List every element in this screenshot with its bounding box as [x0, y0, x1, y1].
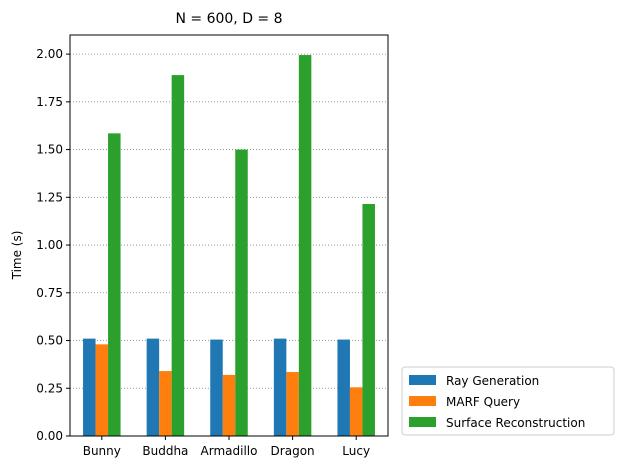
x-tick-label: Dragon	[271, 444, 315, 458]
legend-label: Surface Reconstruction	[446, 416, 585, 430]
y-tick-label: 1.50	[36, 143, 63, 157]
plot-frame	[69, 34, 389, 437]
bar-surface-reconstruction	[362, 203, 375, 436]
bar-ray-generation	[273, 338, 287, 436]
legend-swatch	[409, 417, 436, 427]
y-tick-label: 0.75	[36, 286, 63, 300]
x-tick-label: Buddha	[142, 444, 188, 458]
bar-surface-reconstruction	[235, 149, 248, 437]
y-tick-label: 1.00	[36, 238, 63, 252]
legend-label: MARF Query	[446, 395, 520, 409]
bar-marf-query	[95, 344, 109, 436]
legend-swatch	[409, 375, 436, 385]
legend-box	[401, 366, 615, 436]
bar-marf-query	[349, 387, 363, 436]
y-tick-label: 0.25	[36, 381, 63, 395]
bar-surface-reconstruction	[108, 133, 121, 437]
y-tick-label: 0.50	[36, 334, 63, 348]
chart-title: N = 600, D = 8	[175, 11, 282, 27]
y-tick-label: 1.25	[36, 190, 63, 204]
bar-series-group	[83, 55, 375, 437]
y-tick-label: 0.00	[36, 429, 63, 443]
y-tick-label: 1.75	[36, 95, 63, 109]
bar-ray-generation	[83, 338, 96, 436]
bar-ray-generation	[337, 339, 350, 436]
bar-ray-generation	[146, 338, 160, 436]
legend-label: Ray Generation	[446, 374, 539, 388]
legend-swatch	[409, 396, 436, 406]
y-axis-label: Time (s)	[10, 231, 24, 281]
bar-ray-generation	[210, 339, 223, 436]
bar-surface-reconstruction	[171, 75, 185, 436]
x-tick-label: Bunny	[83, 444, 121, 458]
x-tick-label: Armadillo	[201, 444, 258, 458]
bar-marf-query	[159, 371, 172, 436]
bar-marf-query	[286, 372, 299, 436]
legend: Ray Generation MARF Query Surface Reconstr…	[401, 366, 615, 436]
x-tick-label: Lucy	[342, 444, 370, 458]
x-axis-ticks: Bunny Buddha Armadillo Dragon Lucy	[83, 436, 370, 458]
bar-surface-reconstruction	[298, 55, 312, 437]
y-tick-label: 2.00	[36, 47, 63, 61]
bar-marf-query	[222, 374, 236, 436]
y-axis-ticks: 0.00 0.25 0.50 0.75 1.00 1.25 1.50 1.75 2.00	[36, 47, 70, 443]
